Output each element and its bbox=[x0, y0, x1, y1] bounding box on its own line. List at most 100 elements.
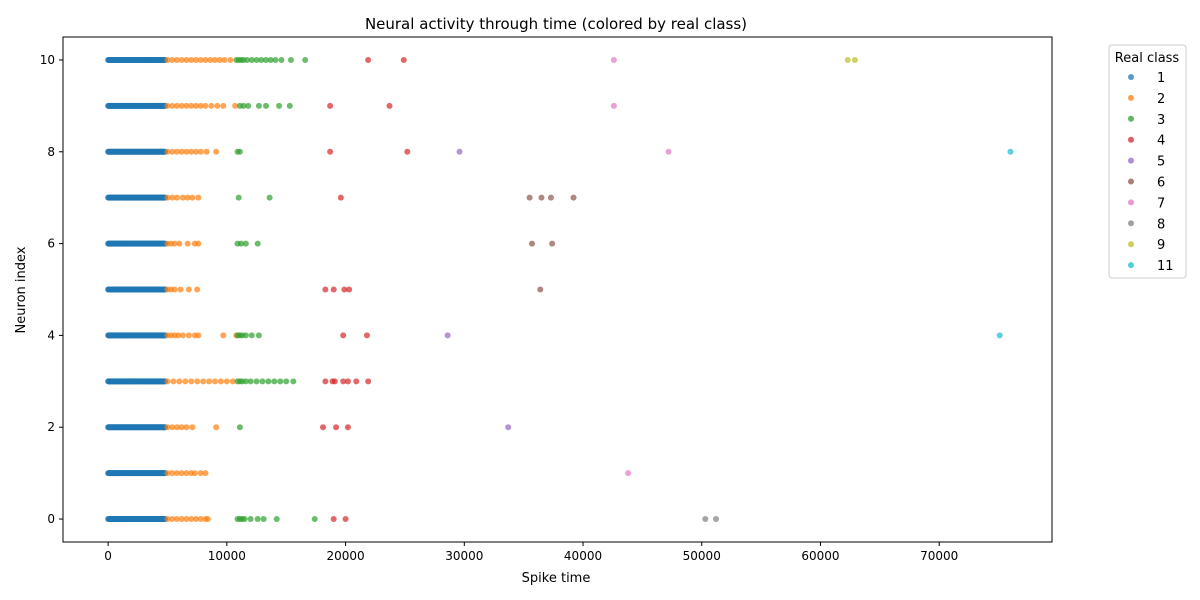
data-point bbox=[236, 148, 243, 155]
data-point bbox=[221, 56, 228, 63]
legend-marker bbox=[1128, 220, 1134, 227]
data-point bbox=[169, 516, 176, 523]
data-point bbox=[248, 332, 255, 339]
data-point bbox=[456, 148, 463, 155]
data-point bbox=[330, 286, 337, 293]
data-point bbox=[183, 424, 190, 431]
data-point bbox=[353, 378, 360, 385]
data-point bbox=[216, 56, 223, 63]
data-point bbox=[549, 240, 556, 247]
data-point bbox=[505, 424, 512, 431]
data-point bbox=[258, 56, 265, 63]
data-point bbox=[302, 56, 309, 63]
data-point bbox=[259, 378, 266, 385]
data-point bbox=[538, 194, 545, 201]
data-point bbox=[386, 102, 393, 109]
legend-label: 9 bbox=[1157, 238, 1165, 253]
data-point bbox=[242, 332, 249, 339]
data-point bbox=[183, 56, 190, 63]
data-point bbox=[176, 240, 183, 247]
data-point bbox=[227, 56, 234, 63]
data-point bbox=[702, 516, 709, 523]
legend-label: 4 bbox=[1157, 134, 1165, 149]
data-point bbox=[346, 286, 353, 293]
data-point bbox=[195, 332, 202, 339]
series-2 bbox=[164, 56, 240, 523]
data-point bbox=[272, 56, 279, 63]
data-point bbox=[197, 56, 204, 63]
data-point bbox=[400, 56, 407, 63]
data-point bbox=[273, 516, 280, 523]
x-tick-label: 20000 bbox=[326, 549, 364, 563]
data-point bbox=[202, 470, 209, 477]
y-tick-label: 2 bbox=[47, 420, 55, 434]
data-point bbox=[177, 286, 184, 293]
data-point bbox=[255, 102, 262, 109]
data-point bbox=[173, 470, 180, 477]
data-point bbox=[197, 102, 204, 109]
data-point bbox=[164, 148, 171, 155]
data-point bbox=[192, 148, 199, 155]
data-point bbox=[340, 332, 347, 339]
series-7 bbox=[610, 56, 672, 477]
legend-label: 3 bbox=[1157, 113, 1165, 128]
data-point bbox=[208, 102, 215, 109]
data-point bbox=[223, 378, 230, 385]
data-point bbox=[241, 516, 248, 523]
legend-marker bbox=[1128, 136, 1134, 143]
legend-marker bbox=[1128, 115, 1134, 122]
data-point bbox=[996, 332, 1003, 339]
data-point bbox=[290, 378, 297, 385]
data-point bbox=[179, 194, 186, 201]
data-point bbox=[236, 424, 243, 431]
data-point bbox=[188, 516, 195, 523]
data-point bbox=[213, 148, 220, 155]
data-point bbox=[610, 56, 617, 63]
data-point bbox=[175, 332, 182, 339]
data-point bbox=[217, 378, 224, 385]
data-point bbox=[183, 148, 190, 155]
legend-label: 6 bbox=[1157, 176, 1165, 191]
data-point bbox=[220, 102, 227, 109]
legend-label: 1 bbox=[1157, 71, 1165, 86]
data-point bbox=[188, 102, 195, 109]
x-axis: 0 10000 20000 30000 40000 50000 60000 70000 bbox=[104, 542, 958, 563]
data-point bbox=[173, 516, 180, 523]
data-point bbox=[164, 102, 171, 109]
legend-marker bbox=[1128, 178, 1134, 185]
data-point bbox=[188, 56, 195, 63]
data-point bbox=[254, 240, 261, 247]
legend-items: 1 2 3 4 5 6 7 8 9 11 bbox=[1128, 71, 1174, 274]
data-point bbox=[547, 194, 554, 201]
series-3 bbox=[233, 56, 318, 523]
data-point bbox=[232, 102, 239, 109]
data-point bbox=[203, 148, 210, 155]
data-point bbox=[202, 56, 209, 63]
x-tick-label: 10000 bbox=[208, 549, 246, 563]
data-point bbox=[322, 378, 329, 385]
data-point bbox=[169, 470, 176, 477]
data-point bbox=[184, 194, 191, 201]
data-point bbox=[178, 516, 185, 523]
y-tick-label: 10 bbox=[40, 53, 55, 67]
data-point bbox=[214, 102, 221, 109]
data-point bbox=[192, 516, 199, 523]
legend-label: 11 bbox=[1157, 259, 1174, 274]
data-point bbox=[713, 516, 720, 523]
data-point bbox=[537, 286, 544, 293]
data-point bbox=[211, 56, 218, 63]
data-point bbox=[342, 516, 349, 523]
data-point bbox=[189, 424, 196, 431]
data-point bbox=[211, 378, 218, 385]
data-point bbox=[247, 516, 254, 523]
data-point bbox=[188, 148, 195, 155]
data-point bbox=[164, 470, 171, 477]
data-point bbox=[263, 102, 270, 109]
chart-title: Neural activity through time (colored by… bbox=[365, 15, 747, 33]
data-point bbox=[344, 424, 351, 431]
data-point bbox=[253, 378, 260, 385]
data-point bbox=[528, 240, 535, 247]
data-point bbox=[183, 102, 190, 109]
data-point bbox=[178, 424, 185, 431]
